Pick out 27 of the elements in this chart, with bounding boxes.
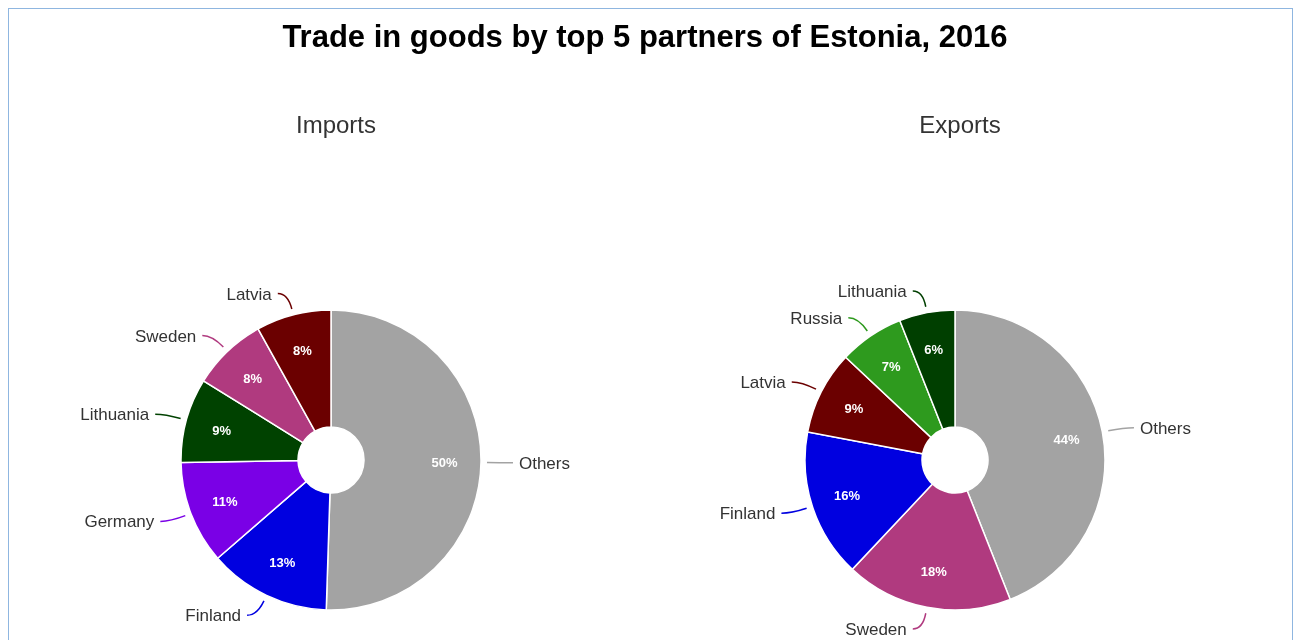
slice-label: Lithuania <box>80 405 150 425</box>
slice-label: Finland <box>185 606 242 626</box>
slice-label: Lithuania <box>837 282 908 302</box>
data-label: 16% <box>834 488 861 504</box>
data-label: 11% <box>212 493 239 509</box>
slice-label: Latvia <box>740 372 787 392</box>
data-label: 6% <box>924 341 944 357</box>
slice-label: Sweden <box>845 619 907 639</box>
slice-label: Germany <box>84 512 155 532</box>
data-label: 7% <box>881 359 902 375</box>
data-label: 9% <box>844 401 864 417</box>
chart-subtitle: Imports <box>295 111 377 138</box>
data-label: 44% <box>1053 431 1080 447</box>
data-label: 9% <box>212 422 232 438</box>
text: Trade in goods by top 5 partners of Estonia, 2016 <box>282 19 1008 54</box>
slice-label: Sweden <box>134 326 197 346</box>
data-label: 8% <box>243 370 263 386</box>
slice-label: Russia <box>790 308 843 328</box>
slice-label: Finland <box>719 504 776 524</box>
slice-label: Latvia <box>226 284 273 304</box>
data-label: 18% <box>920 564 948 580</box>
chart-subtitle: Exports <box>919 111 1001 138</box>
data-label: 8% <box>293 343 313 359</box>
slice-label: Others <box>518 453 571 473</box>
slice-label: Others <box>1139 418 1191 438</box>
data-label: 13% <box>269 555 296 571</box>
data-label: 50% <box>431 454 458 470</box>
